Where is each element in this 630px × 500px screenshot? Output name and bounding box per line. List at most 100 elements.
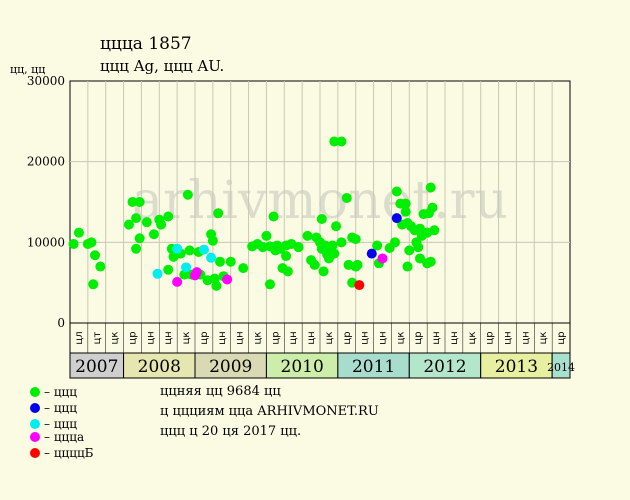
data-point (134, 197, 145, 207)
month-label: цн (235, 331, 246, 344)
data-point (268, 211, 279, 222)
legend-item: – ццццБ (30, 446, 94, 460)
data-point (404, 245, 415, 256)
legend-dot-icon (30, 448, 40, 458)
data-point (88, 279, 99, 290)
data-point (302, 230, 313, 241)
data-point (141, 217, 152, 228)
month-label: цк (181, 332, 192, 345)
legend-dot-icon (30, 403, 40, 413)
data-point (336, 136, 347, 147)
data-point (327, 240, 338, 251)
data-point (391, 186, 402, 197)
data-point (400, 206, 411, 217)
data-point (265, 279, 275, 290)
year-label: 2010 (281, 357, 324, 377)
legend-dot-icon (30, 387, 40, 397)
data-point (413, 242, 424, 253)
data-point (206, 252, 217, 263)
legend-label: – ццц (44, 385, 77, 399)
month-label: цк (538, 332, 549, 345)
year-label: 2014 (547, 361, 575, 374)
month-label: цр (485, 331, 496, 344)
month-label: цр (413, 331, 424, 344)
data-point (425, 182, 436, 193)
data-point (90, 250, 100, 261)
legend-item: – ццц (30, 417, 77, 431)
year-label: 2012 (423, 357, 466, 377)
year-band (408, 352, 482, 379)
legend-dot-icon (30, 419, 40, 429)
data-point (402, 261, 413, 272)
data-point (238, 263, 249, 274)
month-label: цн (163, 331, 174, 344)
data-point (225, 256, 236, 267)
data-point (198, 244, 209, 255)
data-point (377, 253, 388, 264)
year-label: 2011 (352, 357, 395, 377)
month-label: цк (253, 332, 264, 345)
data-point (293, 242, 304, 253)
y-axis-label: цц, цц (10, 63, 46, 76)
data-point (181, 262, 192, 273)
data-point (400, 198, 411, 209)
data-point (148, 229, 159, 240)
note-average: ццняя цц 9684 цц (160, 384, 281, 399)
year-label: 2009 (209, 357, 252, 377)
year-band (194, 352, 267, 379)
legend-item: – ццц (30, 401, 77, 415)
data-point (350, 234, 361, 245)
month-label: цр (556, 331, 567, 344)
data-point (172, 243, 183, 254)
month-label: цн (503, 331, 514, 344)
data-point (68, 238, 79, 249)
data-point (425, 256, 436, 267)
data-point (213, 208, 224, 219)
data-point (207, 235, 218, 246)
data-point (86, 237, 97, 248)
data-point (211, 280, 222, 291)
data-point (222, 274, 233, 285)
month-label: цр (270, 331, 281, 344)
legend-dot-icon (30, 432, 40, 442)
year-label: 2008 (138, 357, 181, 377)
data-point (282, 266, 293, 277)
month-label: цн (360, 331, 371, 344)
data-point (366, 248, 377, 259)
month-label: цн (431, 331, 442, 344)
month-label: цр (342, 331, 353, 344)
y-tick-label: 0 (57, 316, 65, 330)
data-point (429, 225, 440, 236)
note-date: ццц ц 20 ця 2017 цц. (160, 424, 302, 439)
data-point (182, 189, 193, 200)
month-label: цн (306, 331, 317, 344)
data-point (73, 227, 84, 238)
year-band (551, 352, 571, 379)
legend-item: – ццц (30, 385, 77, 399)
year-band (337, 352, 410, 379)
month-label: цр (128, 331, 139, 344)
y-tick-label: 30000 (27, 74, 65, 88)
y-tick-label: 10000 (27, 235, 65, 249)
year-label: 2007 (75, 357, 118, 377)
month-label: цн (449, 331, 460, 344)
data-point (352, 259, 363, 270)
data-point (354, 280, 365, 291)
data-point (184, 245, 195, 256)
data-point (336, 237, 347, 248)
chart-title: ццца 1857 (100, 34, 192, 54)
month-label: цн (520, 331, 531, 344)
data-point (127, 197, 138, 207)
data-point (316, 213, 327, 224)
data-point (281, 251, 292, 262)
data-point (341, 192, 352, 203)
data-point (309, 259, 320, 270)
data-point (134, 233, 145, 244)
data-point (123, 219, 134, 230)
month-label: цн (145, 331, 156, 344)
legend-label: – ццц (44, 401, 77, 415)
data-point (131, 213, 142, 224)
month-label: цт (92, 332, 103, 345)
month-label: цн (288, 331, 299, 344)
